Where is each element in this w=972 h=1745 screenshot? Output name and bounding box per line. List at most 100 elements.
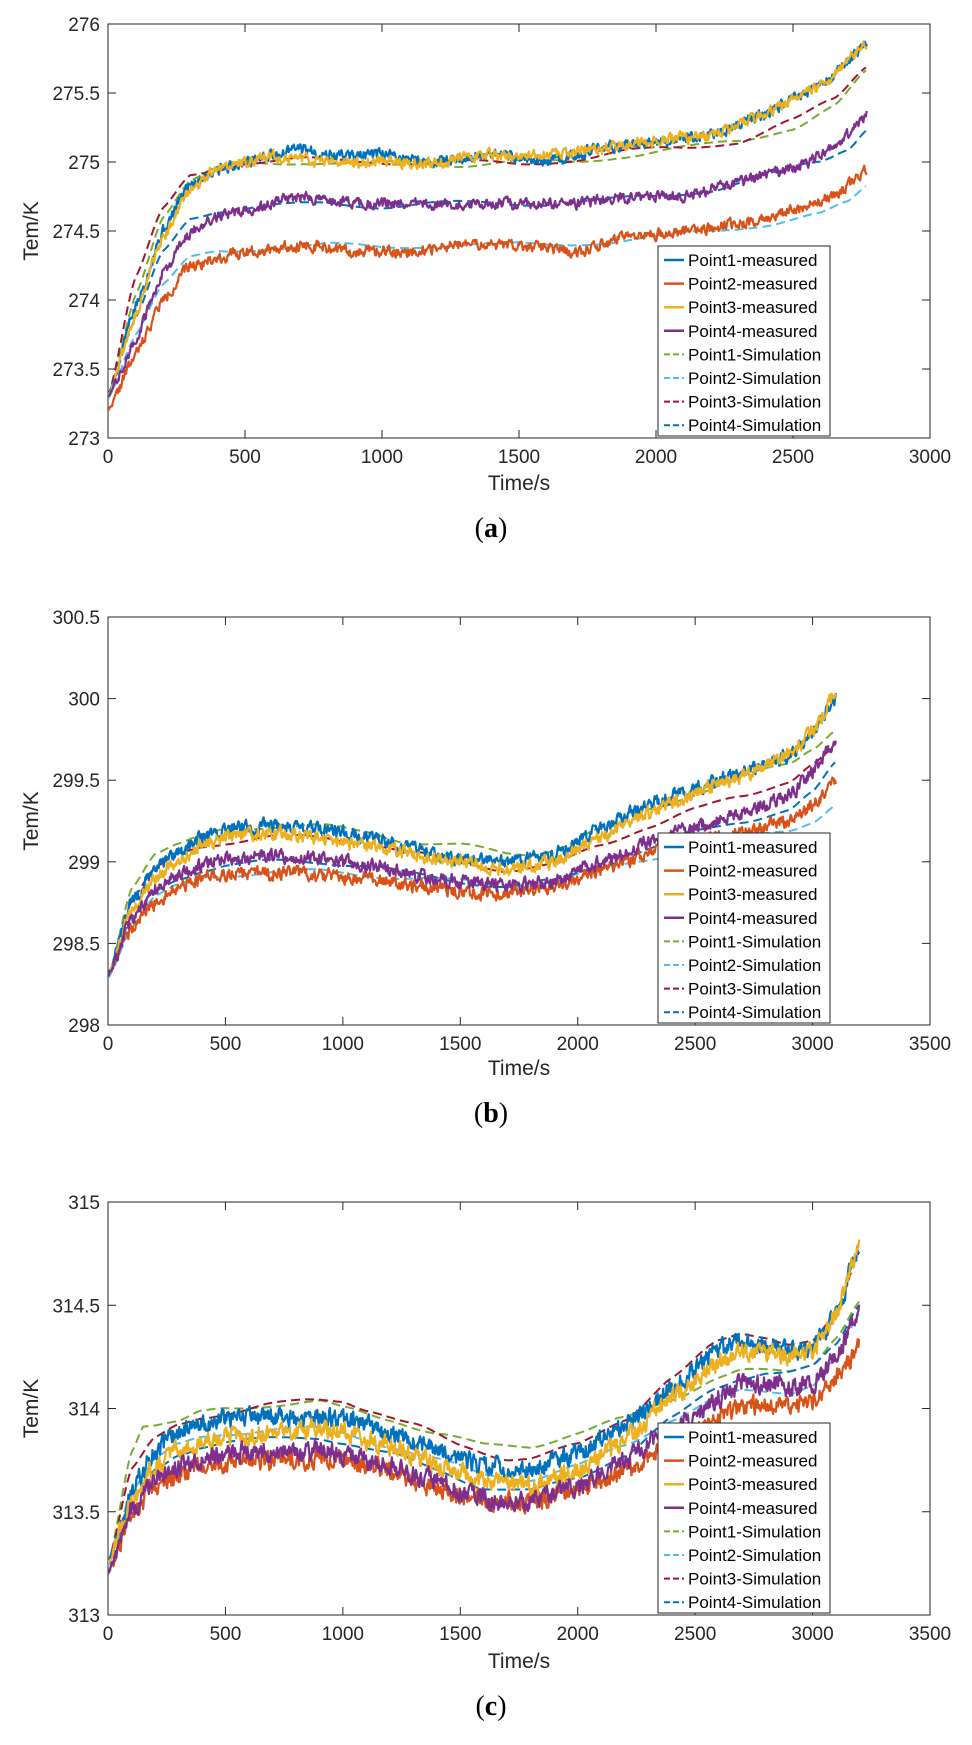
series-line-point3-measured [108, 1239, 861, 1565]
legend-entry: Point4-measured [688, 1499, 817, 1518]
x-tick-label: 0 [103, 447, 114, 468]
y-tick-label: 275 [68, 153, 100, 174]
x-tick-label: 1000 [361, 447, 403, 468]
y-tick-label: 274 [68, 291, 100, 312]
series-line-point3-measured [108, 692, 837, 977]
caption-open-paren: ( [475, 1691, 484, 1722]
y-tick-label: 275.5 [52, 84, 100, 105]
x-tick-label: 3500 [909, 1034, 951, 1055]
x-tick-label: 3000 [791, 1624, 833, 1645]
x-tick-label: 2000 [635, 447, 677, 468]
chart-panel-b: 0 500 1000 1500 2000 2500 3000 3500 298 298.5 299 2… [20, 608, 951, 1129]
y-axis-label: Tem/K [20, 791, 43, 851]
legend-entry: Point4-Simulation [688, 416, 821, 435]
legend-entry: Point1-Simulation [688, 932, 821, 951]
caption-letter: a [484, 513, 498, 544]
legend-box [657, 245, 831, 437]
x-tick-label: 0 [103, 1034, 114, 1055]
y-tick-label: 300 [68, 690, 100, 711]
panel-caption: (b) [474, 1098, 508, 1129]
x-tick-label: 2000 [557, 1034, 599, 1055]
y-tick-label: 276 [68, 15, 100, 36]
legend-entry: Point3-Simulation [688, 980, 821, 999]
chart-panel-a: 0 500 1000 1500 2000 2500 3000 273 273.5 274 274.5… [20, 15, 951, 544]
x-tick-label: 3000 [791, 1034, 833, 1055]
x-tick-label: 2500 [674, 1624, 716, 1645]
y-tick-label: 313.5 [52, 1503, 100, 1524]
series-group [108, 1239, 861, 1575]
legend: Point1-measured Point2-measured Point3-mea… [657, 832, 831, 1024]
x-tick-label: 2500 [674, 1034, 716, 1055]
legend-entry: Point2-Simulation [688, 956, 821, 975]
series-line-point4-measured [108, 110, 868, 398]
y-tick-label: 300.5 [52, 608, 100, 629]
series-line-point3-simulation [108, 745, 836, 978]
x-tick-label: 1500 [498, 447, 540, 468]
legend-entry: Point1-Simulation [688, 1522, 821, 1541]
series-line-point2-measured [108, 164, 868, 412]
x-tick-label: 1500 [439, 1034, 481, 1055]
legend-entry: Point2-measured [688, 275, 817, 294]
y-tick-label: 298 [68, 1016, 100, 1037]
legend-entry: Point1-measured [688, 838, 817, 857]
legend-entry: Point3-measured [688, 298, 817, 317]
y-tick-label: 299.5 [52, 771, 100, 792]
caption-close-paren: ) [497, 1691, 506, 1722]
x-tick-label: 3000 [909, 447, 951, 468]
legend-entry: Point3-measured [688, 885, 817, 904]
caption-close-paren: ) [499, 1098, 508, 1129]
caption-letter: c [485, 1691, 497, 1722]
legend-entry: Point2-Simulation [688, 369, 821, 388]
legend: Point1-measured Point2-measured Point3-mea… [657, 245, 831, 437]
legend-entry: Point1-Simulation [688, 345, 821, 364]
y-tick-label: 273.5 [52, 360, 100, 381]
legend-entry: Point1-measured [688, 251, 817, 270]
series-line-point1-measured [108, 1245, 861, 1565]
legend-entry: Point2-measured [688, 862, 817, 881]
x-tick-label: 1000 [322, 1624, 364, 1645]
legend-entry: Point3-Simulation [688, 1570, 821, 1589]
series-line-point4-measured [108, 1304, 861, 1575]
x-tick-label: 0 [103, 1624, 114, 1645]
y-tick-label: 299 [68, 853, 100, 874]
y-axis-label: Tem/K [20, 201, 43, 261]
legend-entry: Point4-measured [688, 909, 817, 928]
legend-entry: Point4-Simulation [688, 1593, 821, 1612]
x-axis-label: Time/s [488, 1650, 550, 1673]
legend: Point1-measured Point2-measured Point3-mea… [657, 1422, 831, 1614]
series-group [108, 40, 868, 412]
series-line-point4-measured [108, 740, 837, 977]
y-tick-label: 274.5 [52, 222, 100, 243]
legend-box [657, 1422, 831, 1614]
legend-entry: Point2-measured [688, 1452, 817, 1471]
y-tick-label: 313 [68, 1606, 100, 1627]
legend-box [657, 832, 831, 1024]
caption-close-paren: ) [498, 513, 507, 544]
series-line-point3-simulation [108, 66, 867, 398]
panel-caption: (c) [475, 1691, 506, 1722]
x-axis-label: Time/s [488, 472, 550, 495]
y-tick-label: 314.5 [52, 1296, 100, 1317]
legend-entry: Point4-Simulation [688, 1003, 821, 1022]
x-tick-label: 500 [210, 1034, 242, 1055]
panel-caption: (a) [475, 513, 508, 544]
x-tick-label: 1000 [322, 1034, 364, 1055]
y-axis-label: Tem/K [20, 1379, 43, 1439]
caption-open-paren: ( [475, 513, 484, 544]
x-tick-label: 2500 [772, 447, 814, 468]
chart-panel-c: 0 500 1000 1500 2000 2500 3000 3500 313 313.5 314 3… [20, 1193, 951, 1722]
x-tick-label: 500 [229, 447, 261, 468]
y-tick-label: 273 [68, 429, 100, 450]
legend-entry: Point1-measured [688, 1428, 817, 1447]
y-tick-label: 314 [68, 1400, 100, 1421]
legend-entry: Point4-measured [688, 322, 817, 341]
x-tick-label: 1500 [439, 1624, 481, 1645]
caption-open-paren: ( [474, 1098, 483, 1129]
x-axis-label: Time/s [488, 1057, 550, 1080]
legend-entry: Point3-measured [688, 1475, 817, 1494]
caption-letter: b [483, 1098, 499, 1129]
series-line-point3-measured [108, 40, 868, 398]
x-tick-label: 3500 [909, 1624, 951, 1645]
y-tick-label: 315 [68, 1193, 100, 1214]
